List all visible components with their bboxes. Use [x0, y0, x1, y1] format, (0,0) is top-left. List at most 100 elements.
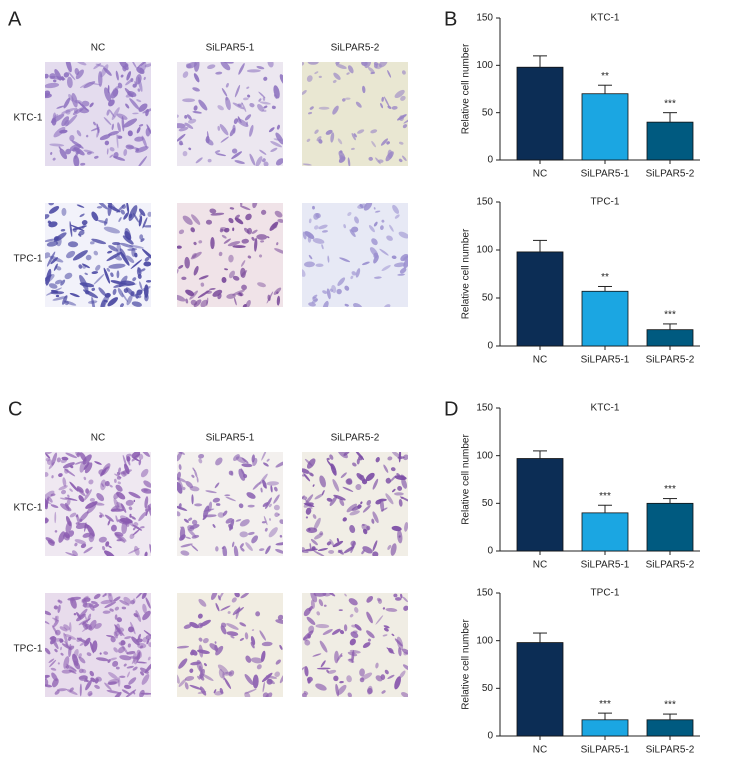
cell: [131, 453, 141, 462]
cell: [75, 69, 84, 80]
cell: [110, 524, 117, 532]
cell: [270, 147, 278, 153]
cell: [340, 654, 343, 657]
cell: [99, 134, 111, 141]
cell: [205, 219, 213, 225]
cell: [354, 624, 362, 631]
cell: [136, 289, 143, 296]
cell: [134, 545, 140, 556]
y-tick-label: 0: [487, 341, 493, 352]
cell: [400, 95, 406, 101]
cell: [269, 221, 279, 231]
chart-title: TPC-1: [591, 588, 620, 599]
cell: [354, 216, 359, 224]
cell: [398, 141, 404, 145]
cell: [212, 497, 221, 503]
cell: [112, 156, 126, 161]
cell: [255, 156, 263, 166]
cell: [191, 214, 201, 225]
cell: [128, 213, 133, 219]
cell: [222, 545, 228, 556]
cell: [46, 459, 53, 465]
cell: [398, 647, 402, 657]
cell: [183, 518, 189, 523]
cell: [273, 287, 282, 295]
cell: [307, 633, 311, 639]
cell: [246, 69, 261, 73]
cell: [232, 227, 235, 232]
cell: [73, 648, 79, 659]
cell: [63, 300, 77, 306]
micrograph: [302, 203, 408, 307]
cell: [250, 657, 263, 664]
cell: [268, 127, 275, 133]
y-tick-label: 150: [476, 403, 493, 414]
cell: [188, 147, 192, 151]
cell: [342, 517, 347, 522]
cell: [205, 490, 217, 494]
cell: [310, 593, 318, 603]
cell: [363, 203, 373, 211]
cell: [387, 456, 393, 461]
cell: [184, 114, 188, 119]
cell: [56, 688, 68, 692]
cell: [327, 593, 336, 597]
cell: [217, 664, 229, 674]
cell: [221, 87, 228, 97]
cell: [76, 204, 85, 208]
cell: [118, 467, 122, 473]
cell: [107, 519, 111, 526]
cell: [239, 205, 251, 211]
cell: [270, 485, 273, 493]
cell: [394, 214, 400, 219]
cell: [67, 636, 72, 641]
cell: [199, 686, 207, 696]
cell: [182, 215, 193, 225]
cell: [76, 612, 82, 620]
cell: [312, 294, 318, 299]
cell: [279, 672, 283, 684]
cell: [80, 543, 87, 549]
cell: [142, 610, 151, 621]
cell: [193, 299, 202, 307]
cell: [387, 105, 392, 109]
cell: [85, 679, 92, 691]
cell: [304, 639, 311, 646]
cell: [91, 296, 96, 307]
cell: [197, 622, 204, 629]
cell: [201, 673, 214, 682]
cell: [118, 217, 122, 223]
cell: [274, 248, 283, 255]
cell: [86, 652, 92, 657]
cell: [398, 158, 403, 163]
cell: [238, 503, 244, 509]
cell: [125, 689, 137, 697]
cell: [302, 666, 306, 672]
micrograph: [45, 62, 151, 166]
cell: [347, 692, 352, 697]
cell: [304, 666, 309, 677]
cell: [95, 264, 101, 271]
cell: [387, 70, 392, 78]
y-tick-label: 100: [476, 60, 493, 71]
cell: [98, 536, 107, 543]
cell: [132, 277, 137, 282]
cell: [139, 667, 149, 674]
cell: [308, 302, 316, 307]
cell: [325, 129, 333, 135]
cell: [318, 224, 328, 230]
cell: [53, 79, 57, 83]
cell: [45, 497, 48, 510]
y-tick-label: 0: [487, 731, 493, 742]
cell: [45, 82, 60, 89]
cell: [379, 248, 389, 256]
cell: [316, 611, 320, 616]
significance-label: ***: [599, 491, 611, 502]
y-axis-label: Relative cell number: [461, 43, 472, 134]
x-tick-label: NC: [533, 745, 547, 756]
bar: [646, 502, 694, 552]
cell: [177, 294, 186, 302]
cell: [144, 551, 148, 556]
cell: [177, 452, 186, 455]
significance-label: ***: [599, 699, 611, 710]
